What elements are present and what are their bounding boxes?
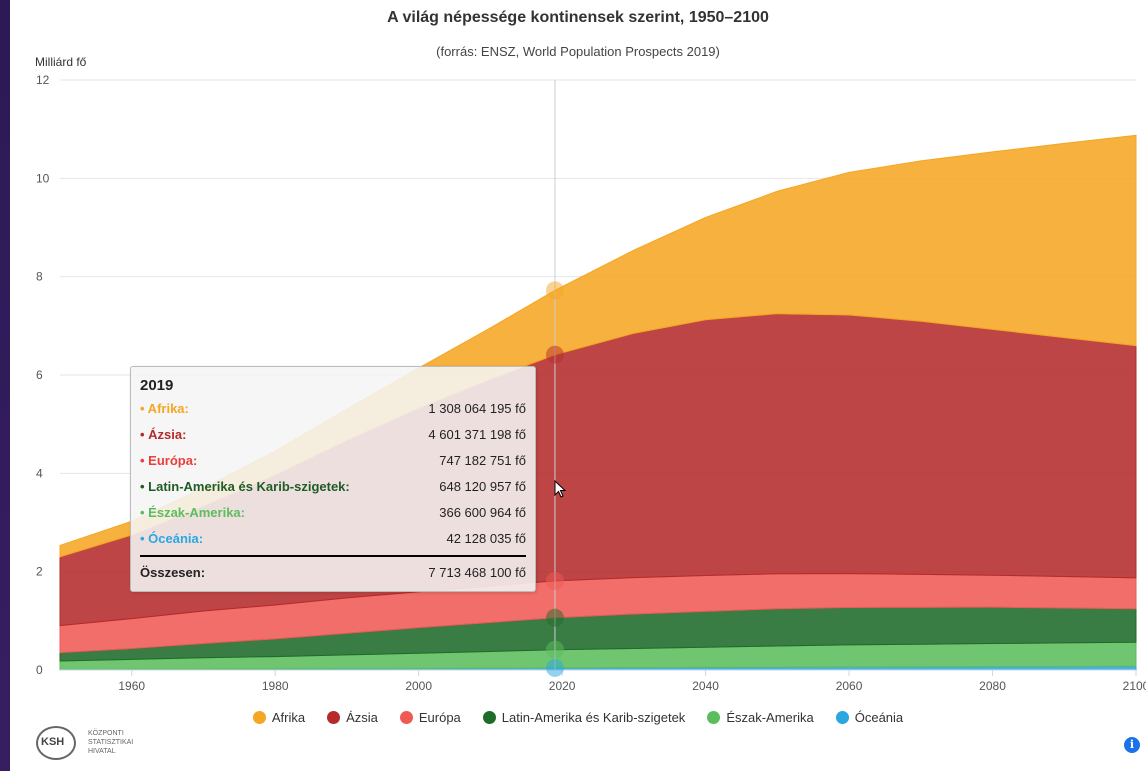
legend-item[interactable]: Ázsia xyxy=(327,710,378,725)
logo-abbr: KSH xyxy=(40,736,66,748)
info-icon[interactable]: i xyxy=(1124,737,1140,753)
hover-marker xyxy=(545,281,564,300)
tooltip-series-value: 42 128 035 fő xyxy=(446,531,526,546)
tooltip: 2019 • Afrika: 1 308 064 195 fő • Ázsia: 4 … xyxy=(130,366,536,592)
chart-subtitle: (forrás: ENSZ, World Population Prospect… xyxy=(436,44,720,59)
tooltip-series-name: • Latin-Amerika és Karib-szigetek: xyxy=(140,479,350,494)
tooltip-total-label: Összesen: xyxy=(140,565,206,580)
mouse-cursor-icon xyxy=(554,480,567,498)
legend-dot-icon xyxy=(707,711,721,724)
y-tick-label: 12 xyxy=(36,73,50,87)
logo-oval-icon xyxy=(36,726,76,760)
chart-frame: A világ népessége kontinensek szerint, 1… xyxy=(10,0,1146,771)
tooltip-row: • Észak-Amerika: 366 600 964 fő xyxy=(140,505,526,525)
tooltip-row: • Ázsia: 4 601 371 198 fő xyxy=(140,427,526,447)
chart-title: A világ népessége kontinensek szerint, 1… xyxy=(387,9,769,26)
legend-label: Észak-Amerika xyxy=(726,710,814,725)
y-tick-label: 4 xyxy=(36,466,43,480)
tooltip-year: 2019 xyxy=(140,377,174,394)
tooltip-series-value: 4 601 371 198 fő xyxy=(428,427,526,442)
legend-item[interactable]: Óceánia xyxy=(835,710,904,725)
legend-dot-icon xyxy=(482,711,496,724)
x-tick-label: 1960 xyxy=(118,679,145,693)
tooltip-row: • Európa: 747 182 751 fő xyxy=(140,453,526,473)
tooltip-series-name: • Észak-Amerika: xyxy=(140,505,245,520)
tooltip-series-value: 1 308 064 195 fő xyxy=(428,401,526,416)
logo-line-2: STATISZTIKAI xyxy=(88,739,134,746)
legend-label: Afrika xyxy=(271,710,306,725)
hover-marker xyxy=(545,571,564,590)
tooltip-total-value: 7 713 468 100 fő xyxy=(428,565,526,580)
legend-dot-icon xyxy=(835,711,849,724)
logo-line-1: KÖZPONTI xyxy=(88,730,124,737)
y-tick-label: 8 xyxy=(36,270,43,284)
y-tick-label: 6 xyxy=(36,368,43,382)
x-tick-label: 1980 xyxy=(262,679,289,693)
legend-label: Óceánia xyxy=(854,710,904,725)
y-axis-label: Milliárd fő xyxy=(35,55,87,69)
legend: Afrika Ázsia Európa Latin-Amerika és Karib-… xyxy=(10,710,1146,725)
legend-item[interactable]: Latin-Amerika és Karib-szigetek xyxy=(482,710,686,725)
x-tick-label: 2000 xyxy=(405,679,432,693)
legend-dot-icon xyxy=(252,711,266,724)
tooltip-row: • Óceánia: 42 128 035 fő xyxy=(140,531,526,551)
tooltip-divider xyxy=(140,555,526,557)
tooltip-series-value: 747 182 751 fő xyxy=(439,453,526,468)
legend-label: Ázsia xyxy=(346,710,378,725)
hover-marker xyxy=(545,658,564,677)
tooltip-series-name: • Ázsia: xyxy=(140,427,187,442)
logo-line-3: HIVATAL xyxy=(88,748,116,755)
x-tick-label: 2080 xyxy=(979,679,1006,693)
tooltip-series-name: • Óceánia: xyxy=(140,531,204,546)
legend-item[interactable]: Európa xyxy=(399,710,461,725)
tooltip-total-row: Összesen: 7 713 468 100 fő xyxy=(140,565,526,585)
tooltip-row: • Latin-Amerika és Karib-szigetek: 648 12… xyxy=(140,479,526,499)
x-tick-label: 2100 xyxy=(1123,679,1146,693)
legend-label: Európa xyxy=(418,710,461,725)
legend-item[interactable]: Észak-Amerika xyxy=(707,710,814,725)
legend-dot-icon xyxy=(399,711,413,724)
legend-label: Latin-Amerika és Karib-szigetek xyxy=(501,710,686,725)
tooltip-row: • Afrika: 1 308 064 195 fő xyxy=(140,401,526,421)
tooltip-series-name: • Európa: xyxy=(140,453,198,468)
hover-marker xyxy=(545,640,564,659)
tooltip-series-value: 366 600 964 fő xyxy=(439,505,526,520)
hover-marker xyxy=(545,345,564,364)
legend-item[interactable]: Afrika xyxy=(252,710,306,725)
x-tick-label: 2040 xyxy=(692,679,719,693)
y-tick-label: 0 xyxy=(36,663,43,677)
tooltip-series-name: • Afrika: xyxy=(140,401,189,416)
legend-dot-icon xyxy=(327,711,341,724)
y-tick-label: 2 xyxy=(36,565,43,579)
x-tick-label: 2060 xyxy=(836,679,863,693)
x-tick-label: 2020 xyxy=(549,679,576,693)
tooltip-series-value: 648 120 957 fő xyxy=(439,479,526,494)
y-tick-label: 10 xyxy=(36,171,50,185)
ksh-logo: KSH KÖZPONTI STATISZTIKAI HIVATAL xyxy=(36,722,176,766)
hover-marker xyxy=(545,608,564,627)
